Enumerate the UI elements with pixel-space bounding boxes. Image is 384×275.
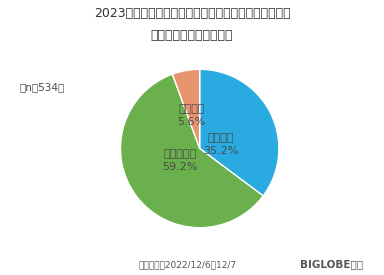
Wedge shape bbox=[200, 69, 279, 196]
Wedge shape bbox=[172, 69, 200, 148]
Text: 利用意向に変化はあるか: 利用意向に変化はあるか bbox=[151, 29, 233, 42]
Wedge shape bbox=[121, 74, 263, 228]
Text: 2023年より全国旅行支援の割引率が引き下げられるが: 2023年より全国旅行支援の割引率が引き下げられるが bbox=[94, 7, 290, 20]
Text: 下がった
5.6%: 下がった 5.6% bbox=[178, 104, 206, 127]
Text: 変わらない
59.2%: 変わらない 59.2% bbox=[162, 149, 198, 172]
Text: （n＝534）: （n＝534） bbox=[19, 82, 65, 92]
Text: 上がった
35.2%: 上がった 35.2% bbox=[204, 133, 239, 156]
Text: 調査期間：2022/12/6～12/7: 調査期間：2022/12/6～12/7 bbox=[138, 260, 237, 270]
Text: BIGLOBE調べ: BIGLOBE調べ bbox=[300, 260, 362, 270]
